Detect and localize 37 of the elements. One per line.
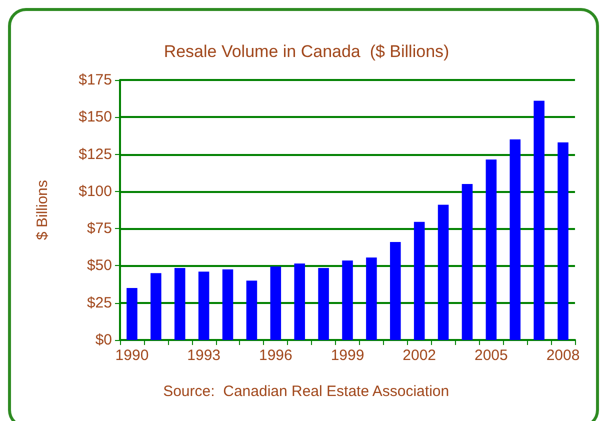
x-tick-label: 1990 — [115, 347, 149, 364]
bar — [246, 280, 258, 340]
y-axis-title: $ Billions — [34, 180, 51, 240]
bar — [534, 100, 544, 340]
y-tick-label: $175 — [78, 72, 112, 88]
y-tick-label: $150 — [78, 108, 112, 126]
bar — [510, 139, 521, 340]
x-tick-label: 1993 — [187, 347, 221, 364]
x-tick-label: 1996 — [258, 347, 292, 364]
bar — [318, 268, 329, 340]
bar — [126, 288, 138, 340]
bar — [438, 204, 449, 340]
bar — [174, 268, 186, 340]
bar — [414, 222, 425, 340]
bar — [390, 242, 401, 340]
y-tick-label: $50 — [86, 257, 112, 274]
bar — [198, 272, 210, 340]
bar — [222, 269, 234, 340]
source-note: Source: Canadian Real Estate Association — [163, 383, 450, 400]
bar — [366, 258, 377, 340]
bar — [270, 266, 282, 340]
bar — [342, 260, 353, 340]
x-tick-label: 1999 — [330, 347, 364, 364]
x-tick-label: 2002 — [402, 347, 436, 364]
bar — [294, 263, 305, 340]
bar — [462, 184, 473, 340]
y-tick-label: $75 — [86, 220, 112, 238]
x-tick-label: 2008 — [546, 347, 580, 364]
y-tick-label: $0 — [95, 332, 112, 348]
bar — [150, 273, 162, 340]
y-tick-label: $125 — [78, 146, 112, 163]
y-tick-label: $25 — [86, 294, 112, 312]
x-tick-label: 2005 — [474, 347, 508, 364]
chart-title: Resale Volume in Canada ($ Billions) — [164, 42, 450, 61]
bar — [558, 142, 568, 340]
bar — [486, 159, 497, 340]
y-tick-label: $100 — [78, 182, 112, 200]
